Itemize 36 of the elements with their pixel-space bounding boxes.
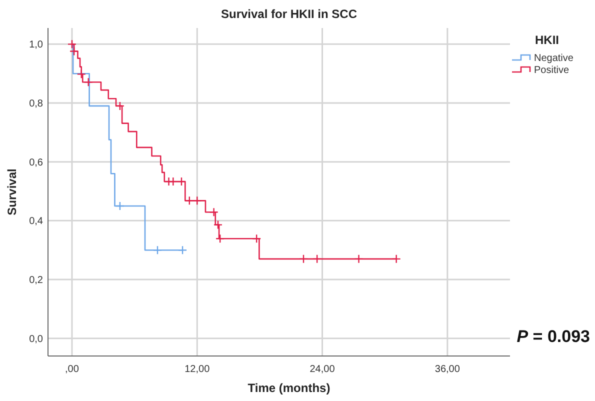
point: [252, 234, 262, 244]
point: [76, 70, 86, 79]
legend-title: HKII: [535, 33, 559, 47]
y-tick-label: 0,0: [29, 334, 44, 345]
x-tick-label: 12,00: [184, 364, 210, 375]
point: [392, 254, 401, 264]
legend-label: Positive: [534, 65, 570, 76]
point: [312, 254, 322, 264]
point: [69, 46, 79, 56]
point: [184, 196, 194, 206]
point: [152, 246, 162, 255]
x-tick-label: ,00: [65, 364, 80, 375]
y-tick-label: 0,8: [29, 98, 44, 110]
point: [84, 78, 93, 87]
point: [115, 201, 125, 211]
point: [67, 40, 77, 49]
y-axis-title: Survival: [5, 168, 19, 216]
point: [354, 254, 364, 264]
y-tick-label: 1,0: [29, 40, 44, 51]
x-tick-label: 36,00: [434, 364, 460, 375]
text: P = 0.093: [516, 327, 590, 346]
point: [192, 196, 202, 206]
y-tick-label: 0,2: [29, 275, 44, 286]
point: [115, 101, 125, 111]
point: [178, 246, 188, 255]
point: [213, 220, 223, 230]
point: [298, 254, 308, 264]
point: [168, 176, 178, 186]
x-tick-label: 24,00: [310, 364, 336, 375]
point: [209, 208, 218, 217]
x-axis-title: Time (months): [248, 381, 330, 395]
y-tick-label: 0,6: [29, 157, 44, 168]
y-tick-label: 0,4: [29, 216, 44, 228]
chart-title: Survival for HKII in SCC: [220, 7, 358, 21]
legend-label: Negative: [534, 53, 574, 64]
point: [215, 234, 225, 244]
